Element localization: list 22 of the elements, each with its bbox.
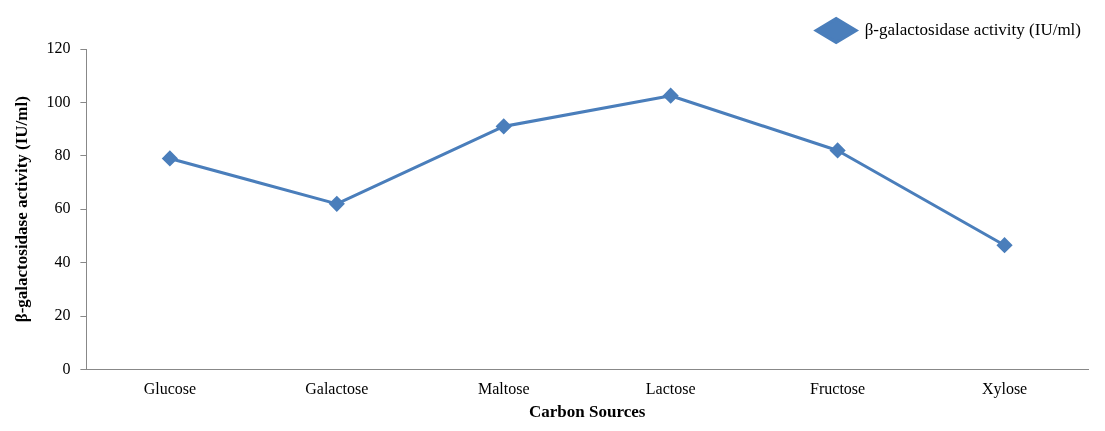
x-tick-label: Galactose <box>305 380 369 398</box>
point <box>329 196 345 212</box>
x-tick-label: Maltose <box>477 380 530 398</box>
y-tick-label: 60 <box>54 199 71 217</box>
y-axis-title: β-galactosidase activity (IU/ml) <box>11 96 31 323</box>
point <box>997 237 1013 253</box>
point <box>496 118 512 134</box>
point <box>663 88 679 104</box>
y-tick-label: 100 <box>46 92 71 110</box>
legend-label: β-galactosidase activity (IU/ml) <box>864 19 1082 39</box>
y-tick-label: 20 <box>54 306 71 324</box>
y-tick-label: 120 <box>46 39 71 57</box>
x-tick-label: Fructose <box>810 380 866 398</box>
point <box>830 142 846 158</box>
y-tick-label: 0 <box>62 359 71 377</box>
x-tick-label: Lactose <box>645 380 696 398</box>
x-axis-title: Carbon Sources <box>529 402 646 422</box>
x-tick-label: Glucose <box>143 380 197 398</box>
y-tick-label: 40 <box>54 252 71 270</box>
x-tick-label: Xylose <box>981 380 1028 399</box>
y-tick-label: 80 <box>54 146 71 163</box>
point <box>162 150 178 166</box>
